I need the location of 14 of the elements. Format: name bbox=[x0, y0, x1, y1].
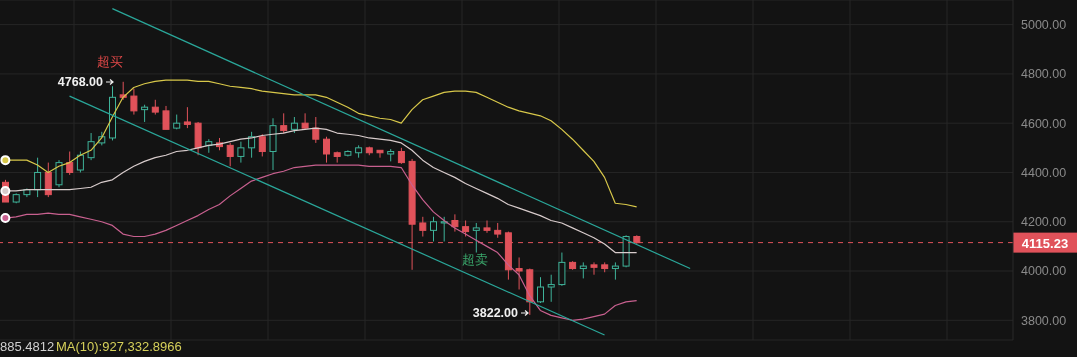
ref-line-label: 4115.23 bbox=[1021, 235, 1069, 251]
y-tick-label: 4000.00 bbox=[1021, 264, 1067, 279]
annotation: 超买 bbox=[97, 54, 123, 69]
annotation: 4768.00 bbox=[57, 75, 104, 89]
y-tick-label: 3800.00 bbox=[1021, 313, 1067, 328]
annotation: 885.4812 bbox=[0, 339, 55, 354]
y-tick-label: 4600.00 bbox=[1021, 116, 1067, 131]
y-tick-label: 4400.00 bbox=[1021, 165, 1067, 180]
y-tick-label: 5000.00 bbox=[1021, 18, 1067, 33]
y-tick-label: 4800.00 bbox=[1021, 67, 1067, 82]
annotation: 3822.00 bbox=[472, 306, 519, 320]
annotation: MA(10):927,332.8966 bbox=[56, 339, 182, 354]
y-tick-label: 4200.00 bbox=[1021, 215, 1067, 230]
annotation: 超卖 bbox=[462, 252, 488, 267]
